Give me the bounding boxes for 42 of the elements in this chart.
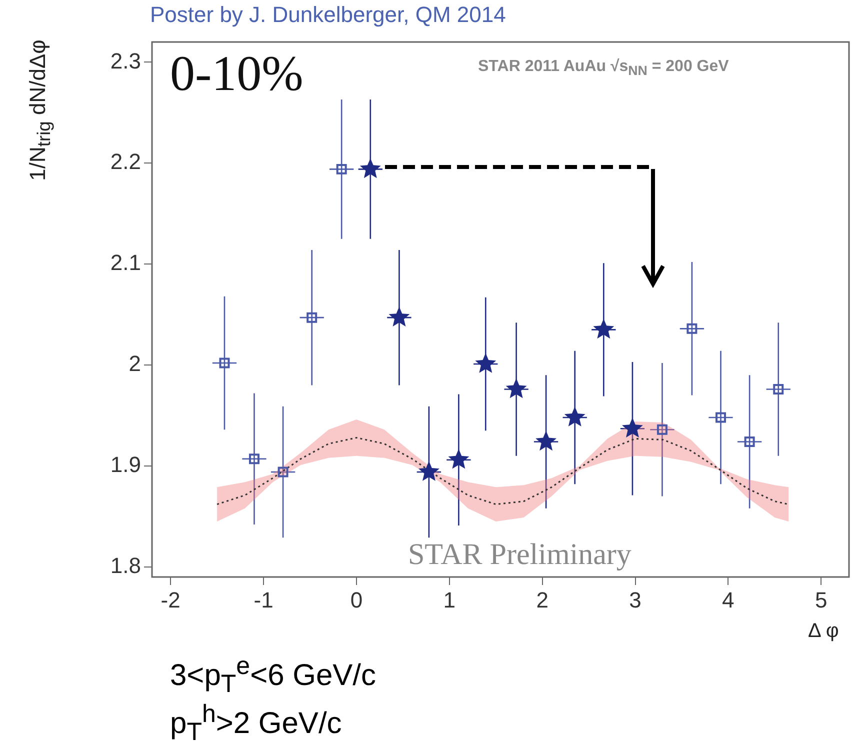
x-tick-label: -2 bbox=[160, 587, 180, 612]
chart-title: Poster by J. Dunkelberger, QM 2014 bbox=[150, 2, 506, 28]
point bbox=[536, 430, 556, 451]
point bbox=[388, 306, 410, 326]
x-tick-label: 5 bbox=[814, 587, 828, 612]
x-tick-label: 2 bbox=[536, 587, 548, 612]
point bbox=[306, 312, 318, 323]
x-tick-label: -1 bbox=[254, 587, 274, 612]
point bbox=[418, 461, 440, 481]
y-tick-label: 2.2 bbox=[110, 149, 141, 174]
x-tick-label: 3 bbox=[629, 587, 642, 612]
text: 3<p$_{T}$$^{e}$<6 GeV/c bbox=[170, 652, 376, 699]
point bbox=[686, 323, 698, 334]
point bbox=[593, 318, 614, 339]
y-tick-label: 1.9 bbox=[110, 452, 141, 478]
annotation: 0-10% bbox=[170, 44, 304, 102]
x-axis-title: Δ φ bbox=[808, 620, 839, 643]
text: p$_{T}$$^{h}$>2 GeV/c bbox=[170, 700, 342, 747]
x-tick-label: 4 bbox=[722, 587, 734, 612]
point bbox=[564, 406, 586, 426]
point bbox=[475, 353, 496, 373]
point bbox=[219, 358, 230, 368]
point bbox=[744, 436, 755, 447]
y-tick-label: 2 bbox=[128, 351, 141, 376]
point bbox=[656, 424, 668, 435]
annotation: STAR Preliminary bbox=[408, 538, 632, 572]
point bbox=[716, 412, 726, 423]
x-tick-label: 1 bbox=[443, 587, 456, 612]
point bbox=[336, 164, 347, 174]
line-series bbox=[216, 436, 790, 506]
point bbox=[360, 158, 381, 178]
x-tick-label: 0 bbox=[350, 587, 363, 612]
point bbox=[506, 378, 527, 398]
annotation: STAR 2011 AuAu √s$_{NN}$ = 200 GeV bbox=[478, 58, 729, 78]
point bbox=[278, 466, 288, 478]
point bbox=[448, 448, 470, 469]
point bbox=[622, 418, 643, 438]
y-tick-label: 2.3 bbox=[110, 48, 141, 74]
point bbox=[773, 384, 784, 394]
point bbox=[248, 454, 260, 464]
y-tick-label: 2.1 bbox=[110, 250, 141, 276]
y-tick-label: 1.8 bbox=[110, 552, 141, 578]
